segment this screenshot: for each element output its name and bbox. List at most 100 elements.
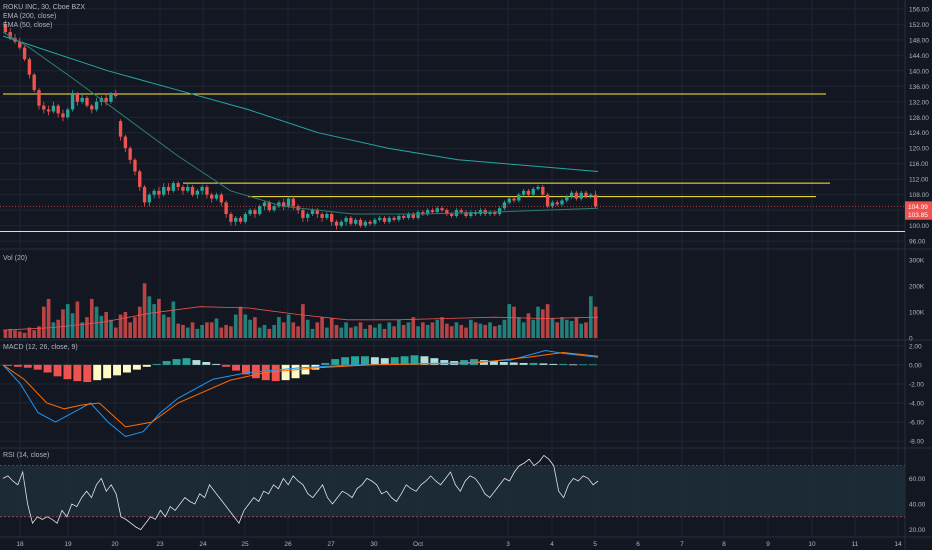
candle-body bbox=[416, 212, 420, 218]
rsi-tick-label: 20.00 bbox=[909, 527, 926, 534]
candle-body bbox=[190, 186, 195, 195]
rsi-pane bbox=[0, 454, 905, 531]
volume-bar bbox=[65, 304, 70, 338]
macd-tick-label: -8.00 bbox=[909, 439, 924, 446]
volume-bar bbox=[377, 323, 382, 338]
volume-bar bbox=[267, 328, 272, 338]
candle-body bbox=[123, 136, 128, 149]
candle-body bbox=[224, 202, 228, 215]
candle-body bbox=[118, 121, 123, 137]
candle-body bbox=[66, 109, 70, 118]
ema50-line bbox=[2, 31, 599, 215]
volume-bar bbox=[248, 319, 252, 338]
volume-bar bbox=[171, 301, 176, 338]
macd-histogram-bar bbox=[420, 356, 429, 365]
volume-bar bbox=[593, 306, 598, 338]
macd-histogram-bar bbox=[271, 364, 280, 382]
volume-bar bbox=[137, 306, 142, 338]
volume-bar bbox=[406, 322, 411, 338]
x-tick-label: 3 bbox=[506, 541, 510, 548]
volume-bar bbox=[99, 315, 104, 338]
candle-body bbox=[315, 210, 319, 215]
candle-body bbox=[210, 194, 214, 199]
candle-body bbox=[550, 202, 555, 207]
volume-bar bbox=[296, 326, 300, 338]
volume-bar bbox=[574, 317, 579, 338]
macd-histogram-bar bbox=[152, 363, 161, 365]
volume-bar bbox=[224, 324, 228, 338]
volume-bar bbox=[339, 327, 344, 338]
volume-bar bbox=[344, 322, 348, 338]
macd-tick-label: -6.00 bbox=[909, 420, 924, 427]
candle-body bbox=[147, 194, 152, 203]
volume-bar bbox=[459, 324, 464, 338]
volume-bar bbox=[262, 324, 267, 338]
macd-histogram-bar bbox=[241, 364, 250, 375]
candle-body bbox=[61, 113, 65, 118]
volume-bar bbox=[368, 324, 372, 338]
candle-body bbox=[238, 217, 243, 222]
volume-bar bbox=[526, 313, 531, 338]
x-tick-label: 9 bbox=[766, 541, 770, 548]
volume-bar bbox=[195, 328, 200, 338]
x-tick-label: 11 bbox=[852, 541, 859, 548]
volume-bar bbox=[46, 298, 51, 338]
macd-tick-label: 2.00 bbox=[909, 343, 922, 350]
candle-body bbox=[440, 208, 444, 211]
macd-tick-label: -2.00 bbox=[909, 381, 924, 388]
candle-body bbox=[27, 59, 32, 75]
volume-bar bbox=[349, 327, 353, 338]
candle-body bbox=[445, 210, 449, 215]
volume-bar bbox=[185, 327, 190, 338]
macd-histogram-bar bbox=[113, 364, 122, 376]
price-tick-label: 136.00 bbox=[909, 84, 929, 91]
price-tick-label: 148.00 bbox=[909, 37, 929, 44]
macd-histogram-bar bbox=[63, 364, 72, 380]
volume-bar bbox=[325, 327, 329, 338]
macd-histogram-bar bbox=[43, 364, 52, 373]
macd-histogram-bar bbox=[410, 355, 419, 365]
x-tick-label: Oct bbox=[413, 541, 423, 548]
macd-histogram-bar bbox=[360, 356, 369, 365]
volume-bar bbox=[190, 322, 195, 338]
candle-body bbox=[517, 194, 521, 201]
macd-histogram-bar bbox=[13, 364, 22, 367]
volume-bar bbox=[75, 301, 80, 338]
price-pane bbox=[0, 20, 905, 232]
volume-tick-label: 0 bbox=[909, 336, 913, 343]
volume-bar bbox=[41, 306, 46, 338]
candle-body bbox=[368, 221, 372, 224]
candle-body bbox=[344, 217, 348, 222]
x-tick-label: 6 bbox=[636, 541, 640, 548]
volume-bar bbox=[286, 314, 291, 338]
volume-bar bbox=[517, 317, 521, 338]
candle-body bbox=[334, 221, 339, 226]
volume-tick-label: 200K bbox=[909, 283, 925, 290]
candle-body bbox=[430, 210, 435, 213]
candle-body bbox=[411, 214, 415, 218]
volume-bar bbox=[540, 309, 545, 338]
macd-histogram-bar bbox=[192, 360, 201, 365]
candle-body bbox=[277, 202, 281, 207]
candle-body bbox=[421, 212, 425, 215]
volume-bar bbox=[382, 328, 387, 338]
volume-bar bbox=[233, 314, 238, 338]
macd-histogram-bar bbox=[400, 356, 409, 365]
candle-body bbox=[349, 217, 353, 224]
volume-bar bbox=[176, 323, 180, 338]
candle-body bbox=[94, 101, 99, 110]
macd-histogram-bar bbox=[73, 364, 82, 382]
price-tick-label: 144.00 bbox=[909, 53, 929, 60]
rsi-legend: RSI (14, close) bbox=[3, 452, 50, 459]
volume-bar bbox=[483, 324, 488, 338]
macd-histogram-bar bbox=[162, 361, 171, 365]
candle-body bbox=[531, 188, 535, 195]
volume-bar bbox=[133, 317, 137, 338]
volume-bar bbox=[277, 317, 281, 338]
candle-body bbox=[90, 105, 94, 110]
macd-histogram-bar bbox=[83, 364, 92, 383]
macd-histogram-bar bbox=[93, 364, 102, 381]
candle-body bbox=[493, 212, 497, 215]
macd-histogram-bar bbox=[182, 358, 191, 365]
volume-bar bbox=[334, 324, 339, 338]
